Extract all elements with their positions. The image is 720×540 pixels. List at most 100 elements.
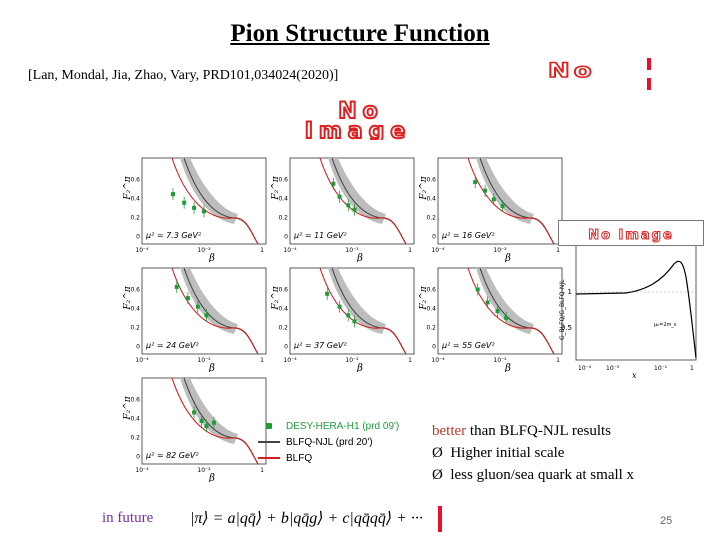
data-point xyxy=(204,420,209,433)
y-axis-label: F₂^π xyxy=(123,175,133,200)
data-point xyxy=(475,283,480,296)
x-tick-label: 1 xyxy=(260,467,264,474)
blfq-curve xyxy=(467,267,555,355)
x-axis-label: β xyxy=(208,363,215,372)
scale-label: μ² = 24 GeV² xyxy=(145,341,199,350)
page-number: 25 xyxy=(660,515,673,527)
svg-text:1: 1 xyxy=(568,288,572,296)
legend-entry-data: DESY-HERA-H1 (prd 09') xyxy=(258,418,399,434)
svg-text:G_BLFQ/G_BLFQ-NJL: G_BLFQ/G_BLFQ-NJL xyxy=(559,279,566,340)
y-axis-label: F₂^π xyxy=(271,285,281,310)
y-tick-label: 0.4 xyxy=(130,415,140,422)
x-tick-label: 10⁻² xyxy=(345,247,359,254)
missing-image-banner: No Image xyxy=(304,100,407,140)
svg-text:x: x xyxy=(632,371,637,380)
x-tick-label: 10⁻⁴ xyxy=(135,247,149,254)
y-tick-label: 0.2 xyxy=(130,324,140,331)
x-tick-label: 1 xyxy=(556,357,560,364)
y-tick-label: 0.4 xyxy=(426,195,436,202)
scale-label: μ² = 82 GeV² xyxy=(145,451,199,460)
y-axis-label: F₂^π xyxy=(123,395,133,420)
y-tick-label: 0 xyxy=(432,343,436,350)
missing-image-placeholder: No xyxy=(547,59,596,83)
x-tick-label: 10⁻⁴ xyxy=(283,247,297,254)
y-tick-label: 0.2 xyxy=(426,214,436,221)
y-tick-label: 0.6 xyxy=(278,177,288,184)
x-tick-label: 10⁻⁴ xyxy=(431,247,445,254)
x-tick-label: 10⁻² xyxy=(493,247,507,254)
njl-uncertainty-band xyxy=(328,268,386,334)
legend-njl-line xyxy=(258,437,280,447)
x-tick-label: 10⁻⁴ xyxy=(135,467,149,474)
data-point xyxy=(483,184,488,197)
panel-2: 0.6 0.4 0.2 0 10⁻⁴ 10⁻² 1 β F₂^π μ² = 11 GeV² xyxy=(268,152,418,262)
x-axis-label: β xyxy=(356,253,363,262)
plot-legend: DESY-HERA-H1 (prd 09') BLFQ-NJL (prd 20'… xyxy=(258,418,399,466)
y-tick-label: 0.4 xyxy=(130,195,140,202)
y-tick-label: 0.6 xyxy=(426,287,436,294)
red-marker-top xyxy=(647,58,651,70)
y-tick-label: 0.2 xyxy=(130,434,140,441)
data-point xyxy=(337,190,342,203)
data-point xyxy=(504,311,509,324)
x-tick-label: 1 xyxy=(408,247,412,254)
data-point xyxy=(185,292,190,305)
y-tick-label: 0.6 xyxy=(278,287,288,294)
data-point xyxy=(495,305,500,317)
y-axis-label: F₂^π xyxy=(123,285,133,310)
note-bullet-1: Ø Higher initial scale xyxy=(432,445,565,461)
y-tick-label: 0.2 xyxy=(130,214,140,221)
x-tick-label: 10⁻⁴ xyxy=(283,357,297,364)
page-title: Pion Structure Function xyxy=(230,20,490,47)
y-tick-label: 0.4 xyxy=(426,305,436,312)
inset-missing-image: No Image xyxy=(558,220,704,246)
data-point xyxy=(202,205,206,218)
scale-label: μ² = 11 GeV² xyxy=(293,231,347,240)
x-axis-label: β xyxy=(208,473,215,482)
x-tick-label: 10⁻⁴ xyxy=(135,357,149,364)
y-tick-label: 0.2 xyxy=(278,324,288,331)
legend-entry-njl: BLFQ-NJL (prd 20') xyxy=(258,434,399,450)
njl-uncertainty-band xyxy=(180,158,238,224)
data-point xyxy=(473,176,478,189)
blfq-curve xyxy=(319,267,407,355)
x-tick-label: 10⁻² xyxy=(197,247,211,254)
blfq-curve xyxy=(171,377,259,465)
x-axis-label: β xyxy=(208,253,215,262)
blfq-curve xyxy=(171,157,259,245)
data-point xyxy=(192,201,197,214)
y-tick-label: 0 xyxy=(432,233,436,240)
data-point xyxy=(171,188,175,201)
svg-text:1: 1 xyxy=(690,365,694,372)
x-tick-label: 1 xyxy=(260,357,264,364)
y-tick-label: 0.4 xyxy=(130,305,140,312)
data-point xyxy=(182,196,187,209)
svg-text:10⁻³: 10⁻³ xyxy=(606,365,620,372)
x-axis-label: β xyxy=(504,363,511,372)
data-point xyxy=(337,300,342,313)
panel-6: 0.6 0.4 0.2 0 10⁻⁴ 10⁻² 1 β F₂^π μ² = 55 GeV² xyxy=(416,262,566,372)
y-tick-label: 0.4 xyxy=(278,195,288,202)
njl-uncertainty-band xyxy=(476,158,534,224)
data-point xyxy=(331,177,336,190)
x-tick-label: 1 xyxy=(556,247,560,254)
x-tick-label: 10⁻⁴ xyxy=(431,357,445,364)
y-axis-label: F₂^π xyxy=(271,175,281,200)
scale-label: μ² = 16 GeV² xyxy=(441,231,495,240)
panel-5: 0.6 0.4 0.2 0 10⁻⁴ 10⁻² 1 β F₂^π μ² = 37 GeV² xyxy=(268,262,418,372)
svg-text:10⁻¹: 10⁻¹ xyxy=(654,365,668,372)
y-tick-label: 0.6 xyxy=(130,177,140,184)
y-tick-label: 0.6 xyxy=(130,287,140,294)
data-point xyxy=(199,415,204,427)
x-tick-label: 10⁻² xyxy=(493,357,507,364)
njl-uncertainty-band xyxy=(476,268,534,334)
data-point xyxy=(192,406,197,419)
ratio-curve xyxy=(575,260,697,359)
legend-blfq-line xyxy=(258,453,280,463)
data-point xyxy=(211,416,216,429)
y-tick-label: 0.6 xyxy=(130,397,140,404)
y-tick-label: 0 xyxy=(284,233,288,240)
notes-block: better than BLFQ-NJL results Ø Higher in… xyxy=(432,420,634,486)
data-point xyxy=(325,287,330,300)
data-point xyxy=(204,309,209,322)
